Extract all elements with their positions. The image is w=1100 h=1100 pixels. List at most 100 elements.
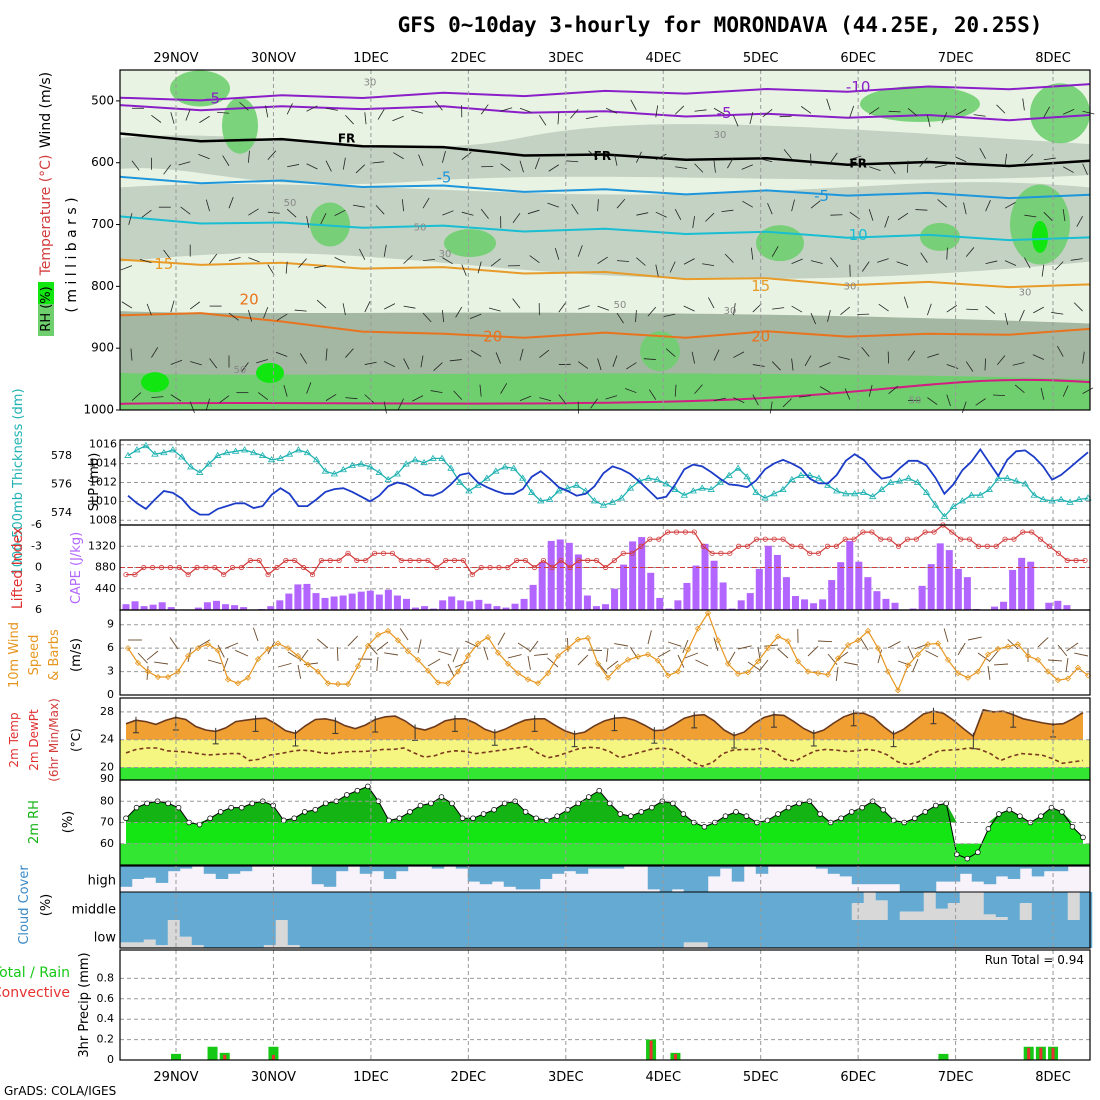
lifted-index-marker <box>878 536 884 542</box>
wind-barb <box>597 358 602 371</box>
isotherm-label: -5 <box>814 187 829 205</box>
wind-speed-marker <box>194 645 202 652</box>
cloud-high-bar <box>131 866 145 879</box>
wind-barb <box>442 151 446 163</box>
wind-speed-marker <box>884 668 892 675</box>
lifted-index-marker <box>1011 536 1017 542</box>
isotherm-label: FR <box>338 132 355 146</box>
cloud-bar <box>1043 892 1057 920</box>
lifted-index-marker <box>842 536 848 542</box>
rh-marker <box>1006 806 1013 813</box>
wind-barb-10m <box>682 639 689 654</box>
rh-contour-label: 50 <box>614 300 627 311</box>
thickness-marker <box>411 456 419 463</box>
wind-barb <box>205 199 210 212</box>
wind-speed-marker <box>744 669 752 676</box>
bottom-date-tick-label: 4DEC <box>645 1070 681 1085</box>
wind-barb <box>345 114 354 125</box>
wind-barb <box>141 209 152 218</box>
cloud-bar <box>563 920 577 948</box>
wind-barb <box>838 356 850 360</box>
wind-speed-marker <box>374 631 382 638</box>
thickness-marker <box>985 485 994 492</box>
temp-axis-label: (6hr Min/Max) <box>47 698 61 782</box>
cloud-high-bar <box>947 866 961 882</box>
slp-line <box>127 447 1089 516</box>
cape-bar <box>782 577 790 610</box>
rh-marker <box>491 806 497 813</box>
thickness-marker <box>303 448 312 456</box>
wind-barb <box>1019 309 1025 322</box>
wind-barb-10m <box>336 646 339 662</box>
wind-speed-marker <box>1044 668 1052 675</box>
cloud-clear-bar <box>995 917 1009 920</box>
lifted-index-marker <box>292 557 298 564</box>
cloud-clear-bar <box>911 911 925 920</box>
wind-speed-marker <box>964 674 972 681</box>
wind-barb <box>810 312 817 325</box>
bottom-date-tick-label: 6DEC <box>840 1070 876 1085</box>
rh-marker <box>649 804 655 811</box>
cloud-high-bar <box>887 866 901 885</box>
thickness-marker <box>447 464 455 471</box>
wind-speed-marker <box>794 658 802 665</box>
lifted-index-marker <box>647 536 653 542</box>
cloud-layer-label: high <box>88 874 116 889</box>
wind-barb-10m <box>253 627 259 642</box>
rh-marker <box>848 809 855 815</box>
thickness-marker <box>958 497 967 504</box>
wind-barb <box>578 305 590 310</box>
wind-barb <box>884 216 889 228</box>
wind-speed-marker <box>524 676 532 683</box>
wind-speed-marker <box>444 680 452 687</box>
cloud-bar <box>251 920 265 948</box>
cloud-clear-bar <box>899 911 913 920</box>
wind-barb-10m <box>529 640 539 653</box>
cape-bar <box>819 599 827 610</box>
cape-bar <box>194 607 202 610</box>
wind-barb-10m <box>1047 659 1062 662</box>
lifted-index-marker <box>869 529 875 535</box>
top-date-tick-label: 4DEC <box>645 51 681 66</box>
wind-barb <box>869 166 881 172</box>
cloud-high-bar <box>467 866 481 882</box>
wind-barb <box>256 359 268 364</box>
temp-band-20-24 <box>120 739 1090 768</box>
thickness-marker <box>474 481 482 488</box>
cape-bar <box>321 597 329 610</box>
lifted-index-marker <box>469 571 475 578</box>
wind-barb <box>919 157 928 168</box>
wind-speed-marker <box>634 653 642 660</box>
wind-barb <box>965 247 975 257</box>
wind-barb <box>306 105 318 112</box>
wind-barb <box>1062 209 1066 222</box>
wind-speed-marker <box>1034 656 1042 663</box>
wind-barb <box>287 164 300 168</box>
cloud-high-bar <box>719 866 733 869</box>
cape-bar <box>384 589 392 610</box>
cape-bar <box>963 577 971 610</box>
wind-speed-marker <box>334 681 342 688</box>
cloud-bar <box>1007 892 1021 920</box>
lifted-index-marker <box>913 536 919 542</box>
cape-bar <box>665 608 673 610</box>
wind-speed-marker <box>1014 641 1022 648</box>
wind-barb-10m <box>454 661 469 668</box>
cloud-bar <box>1043 920 1057 948</box>
top-date-tick-label: 2DEC <box>451 51 487 66</box>
wind-barb <box>411 109 424 114</box>
cloud-high-bar <box>899 866 913 892</box>
wind-barb <box>897 212 909 221</box>
wind-barb <box>461 152 472 161</box>
cloud-bar <box>563 892 577 920</box>
wind-barb-10m <box>614 643 629 647</box>
wind-barb <box>372 161 385 164</box>
wind-barb <box>488 307 501 312</box>
lifted-index-marker <box>949 529 955 535</box>
rh-moist-patch <box>310 202 350 247</box>
wind-barb <box>877 258 889 263</box>
wind-speed-marker <box>484 634 492 641</box>
cape-bar <box>583 595 591 610</box>
wind-speed-marker <box>204 641 212 648</box>
cloud-bar <box>371 892 385 920</box>
